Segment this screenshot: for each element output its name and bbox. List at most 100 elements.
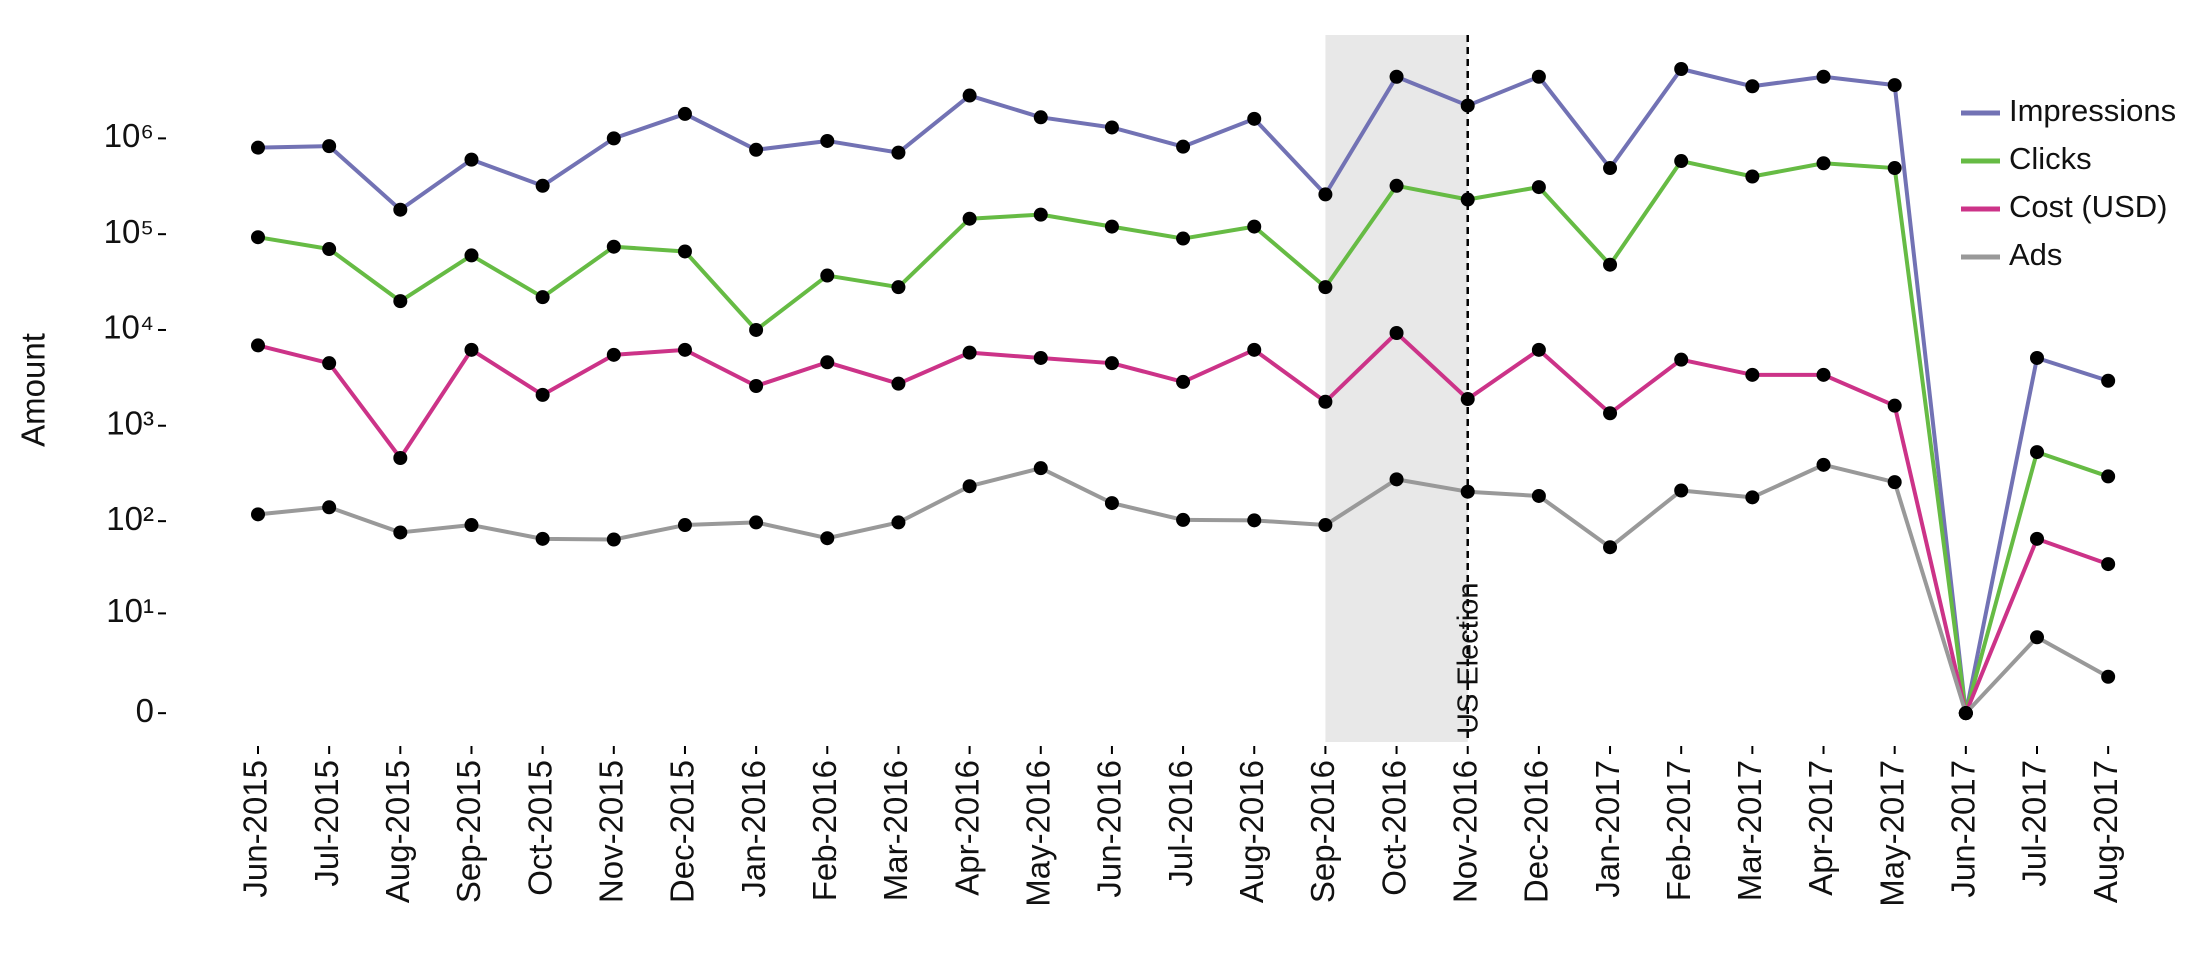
x-tick-label: Jul-2015: [308, 760, 345, 887]
data-point: [1603, 406, 1618, 421]
data-point: [1745, 490, 1760, 505]
data-point: [535, 290, 550, 305]
data-point: [1318, 187, 1333, 202]
data-point: [251, 507, 265, 522]
data-point: [677, 106, 692, 121]
x-tick-label: Aug-2016: [1233, 760, 1270, 903]
x-tick-label: Nov-2015: [593, 760, 630, 903]
data-point: [1176, 139, 1191, 154]
data-point: [1033, 461, 1048, 476]
data-point: [1389, 69, 1404, 84]
data-point: [251, 338, 265, 353]
x-tick-label: Feb-2017: [1660, 760, 1697, 901]
shaded-region: [1325, 35, 1468, 742]
data-point: [1460, 98, 1475, 113]
data-point: [1745, 169, 1760, 184]
x-tick-label: Aug-2015: [379, 760, 416, 903]
data-point: [535, 387, 550, 402]
data-point: [393, 525, 408, 540]
data-point: [820, 531, 835, 546]
y-tick-label: 0: [136, 692, 154, 729]
data-point: [677, 518, 692, 533]
x-tick-label: Mar-2017: [1731, 760, 1768, 901]
data-point: [891, 376, 906, 391]
data-point: [962, 211, 977, 226]
data-point: [1176, 512, 1191, 527]
data-point: [1247, 219, 1262, 234]
x-tick-label: Dec-2015: [664, 760, 701, 903]
data-point: [1104, 496, 1119, 511]
data-point: [1389, 472, 1404, 487]
data-point: [2030, 531, 2044, 546]
data-point: [1531, 69, 1546, 84]
data-point: [1887, 398, 1902, 413]
data-point: [1887, 161, 1902, 176]
data-point: [2101, 669, 2116, 684]
data-point: [1816, 69, 1831, 84]
data-point: [820, 268, 835, 283]
data-point: [1033, 350, 1048, 365]
data-point: [1318, 394, 1333, 409]
data-point: [891, 515, 906, 530]
x-tick-label: Jun-2016: [1091, 760, 1128, 898]
x-tick-label: Oct-2016: [1375, 760, 1412, 896]
data-point: [1033, 207, 1048, 222]
x-tick-label: Jan-2016: [735, 760, 772, 898]
x-tick-label: Mar-2016: [877, 760, 914, 901]
data-point: [1887, 78, 1902, 93]
x-tick-label: Jul-2016: [1162, 760, 1199, 887]
data-point: [1745, 367, 1760, 382]
x-tick-label: Jan-2017: [1589, 760, 1626, 898]
x-tick-label: Apr-2017: [1802, 760, 1839, 896]
data-point: [749, 322, 764, 337]
data-point: [1816, 156, 1831, 171]
y-tick-label: 10²: [106, 500, 154, 537]
data-point: [1389, 325, 1404, 340]
data-point: [2101, 469, 2116, 484]
data-point: [1318, 280, 1333, 295]
data-point: [1033, 110, 1048, 125]
data-point: [749, 515, 764, 530]
data-point: [1176, 231, 1191, 246]
data-point: [749, 142, 764, 157]
y-tick-label: 10⁴: [103, 309, 154, 346]
data-point: [322, 356, 337, 371]
data-point: [1674, 483, 1689, 498]
y-axis-label: Amount: [15, 333, 52, 447]
data-point: [1603, 257, 1618, 272]
data-point: [749, 379, 764, 394]
data-point: [464, 152, 479, 167]
data-point: [1247, 342, 1262, 357]
data-point: [2101, 373, 2116, 388]
data-point: [606, 239, 621, 254]
legend-label: Ads: [2009, 237, 2062, 272]
x-tick-label: Dec-2016: [1518, 760, 1555, 903]
y-tick-label: 10⁶: [104, 117, 154, 154]
x-tick-label: May-2016: [1019, 760, 1056, 907]
data-point: [962, 88, 977, 103]
data-point: [606, 131, 621, 146]
data-point: [1531, 488, 1546, 503]
data-point: [677, 342, 692, 357]
data-point: [1674, 352, 1689, 367]
data-point: [1104, 120, 1119, 135]
data-point: [891, 280, 906, 295]
x-tick-label: Jun-2015: [237, 760, 274, 898]
data-point: [1531, 342, 1546, 357]
event-label: US Election: [1452, 582, 1484, 734]
data-point: [606, 532, 621, 547]
y-tick-label: 10¹: [106, 592, 154, 629]
data-point: [464, 518, 479, 533]
data-point: [820, 133, 835, 148]
data-point: [1674, 154, 1689, 169]
data-point: [2030, 445, 2044, 460]
data-point: [1318, 518, 1333, 533]
data-point: [464, 342, 479, 357]
data-point: [606, 347, 621, 362]
data-point: [1816, 367, 1831, 382]
legend-label: Impressions: [2009, 93, 2176, 128]
x-tick-label: Feb-2016: [806, 760, 843, 901]
data-point: [1104, 356, 1119, 371]
